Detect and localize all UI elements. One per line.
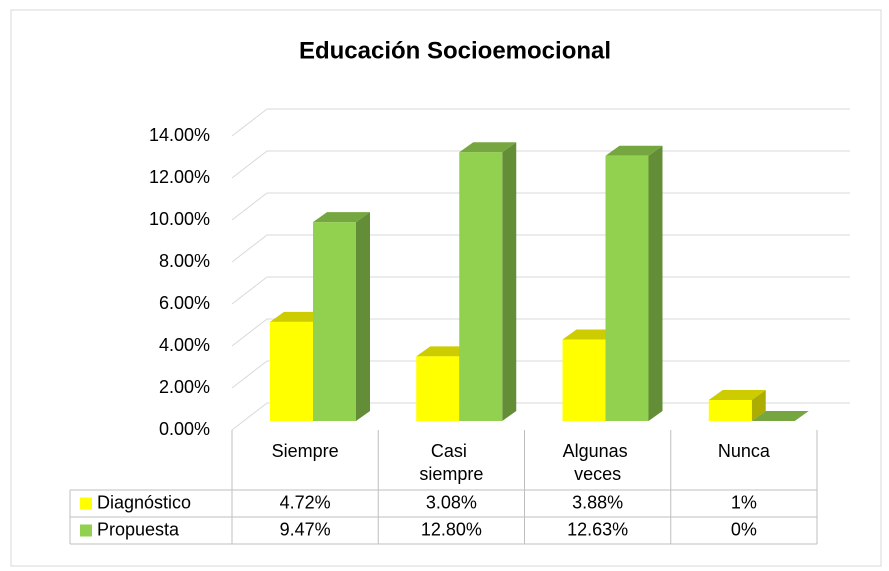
bar: [313, 222, 356, 421]
x-tick-label: Nunca: [718, 441, 771, 461]
table-value: 4.72%: [280, 492, 331, 512]
y-tick-label: 6.00%: [159, 293, 210, 313]
table-value: 3.08%: [426, 492, 477, 512]
bar: [416, 356, 460, 421]
chart-frame: [10, 9, 882, 567]
x-tick-label: Algunas veces: [563, 441, 633, 484]
legend-label: Propuesta: [97, 519, 180, 539]
table-value: 12.63%: [567, 519, 628, 539]
y-tick-label: 0.00%: [159, 419, 210, 439]
table-value: 9.47%: [280, 519, 331, 539]
y-tick-label: 4.00%: [159, 335, 210, 355]
legend-label: Diagnóstico: [97, 492, 191, 512]
bar: [708, 400, 752, 421]
y-tick-label: 12.00%: [149, 167, 210, 187]
bar: [270, 321, 313, 421]
x-tick-label: Casi siempre: [419, 441, 483, 484]
bar-side: [648, 145, 663, 421]
bar: [605, 155, 649, 421]
y-tick-label: 10.00%: [149, 209, 210, 229]
bar-top: [270, 311, 327, 322]
legend-swatch: [80, 497, 92, 510]
table-value: 12.80%: [421, 519, 482, 539]
bar-top: [605, 145, 663, 156]
bar-top: [313, 212, 370, 223]
y-tick-label: 2.00%: [159, 377, 210, 397]
y-tick-label: 8.00%: [159, 251, 210, 271]
table-value: 3.88%: [572, 492, 623, 512]
grid-line: [231, 108, 850, 137]
bar-top: [751, 411, 809, 421]
bar-side: [751, 390, 766, 421]
table-value: 1%: [731, 492, 757, 512]
table-value: 0%: [731, 519, 757, 539]
bar: [562, 339, 606, 421]
legend-swatch: [80, 524, 92, 537]
bar-top: [459, 142, 517, 153]
bar: [459, 152, 503, 421]
bar-top: [562, 329, 620, 340]
bar-top: [708, 390, 766, 400]
bar-side: [502, 142, 517, 421]
chart-title: Educación Socioemocional: [299, 37, 611, 64]
y-tick-label: 14.00%: [149, 125, 210, 145]
bar-side: [356, 212, 370, 421]
bar-top: [416, 346, 474, 357]
x-tick-label: Siempre: [272, 441, 339, 461]
